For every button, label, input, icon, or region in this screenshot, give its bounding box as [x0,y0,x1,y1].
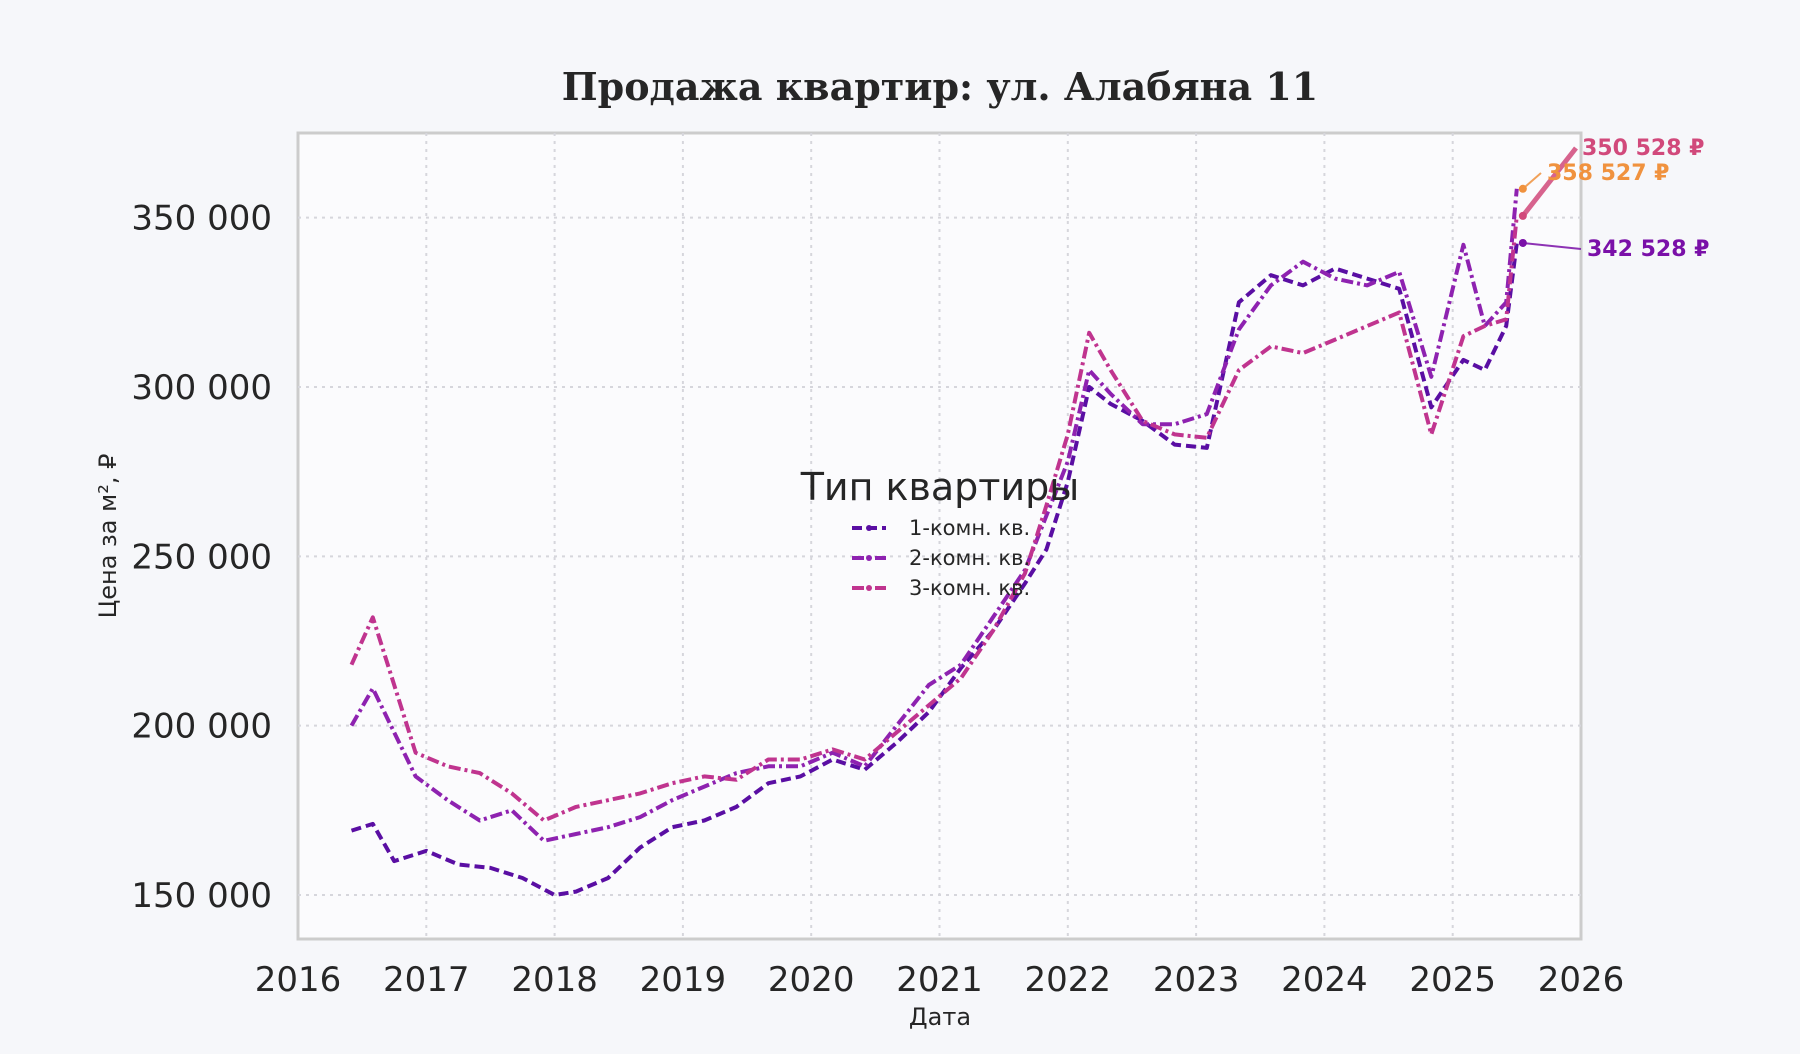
y-tick-label: 200 000 [131,707,272,747]
annotation-arrow [1522,241,1582,250]
legend-label: 2-комн. кв. [909,546,1030,570]
y-tick-label: 350 000 [131,199,272,239]
axis-ticks: 2016 2017 2018 2019 2020 2021 2022 2023 2024 2025… [131,199,1624,1000]
x-tick-label: 2019 [640,960,727,1000]
x-tick-label: 2023 [1153,960,1240,1000]
annotation-arrowhead [1518,238,1527,247]
annotation-arrow [1522,172,1542,190]
annotation-label: 342 528 ₽ [1587,237,1709,262]
x-tick-label: 2024 [1281,960,1368,1000]
legend-marker [866,555,872,561]
annotations: 350 528 ₽358 527 ₽ 342 528 ₽ [1518,136,1709,262]
legend-marker [866,585,872,591]
annotation-arrow [1520,146,1578,218]
x-tick-label: 2016 [255,960,342,1000]
x-tick-label: 2021 [896,960,983,1000]
x-tick-label: 2022 [1025,960,1112,1000]
legend-marker [866,525,872,531]
legend-label: 3-комн. кв. [909,576,1030,600]
series-line-2 [349,188,1519,843]
legend-title: Тип квартиры [800,465,1080,509]
y-tick-label: 250 000 [131,537,272,577]
series-line-3 [349,215,1519,823]
x-tick-label: 2020 [768,960,855,1000]
annotation-label: 350 528 ₽ [1582,136,1704,161]
annotation-arrowhead [1518,184,1527,193]
x-tick-label: 2017 [383,960,470,1000]
grid-lines [298,133,1581,939]
x-tick-label: 2026 [1538,960,1625,1000]
y-tick-label: 150 000 [131,876,272,916]
series-line-1 [350,242,1519,897]
x-tick-label: 2025 [1409,960,1496,1000]
chart-title: Продажа квартир: ул. Алабяна 11 [562,64,1318,109]
x-tick-label: 2018 [511,960,598,1000]
x-axis-label: Дата [909,1003,971,1031]
y-tick-label: 300 000 [131,368,272,408]
series-lines [349,188,1519,897]
annotation-arrowhead [1518,211,1527,220]
annotation-label: 358 527 ₽ [1547,161,1669,186]
legend-label: 1-комн. кв. [909,516,1030,540]
y-axis-label: Цена за м², ₽ [94,454,122,619]
legend: Тип квартиры 1-комн. кв. 2-комн. кв. 3-ком… [800,465,1080,600]
